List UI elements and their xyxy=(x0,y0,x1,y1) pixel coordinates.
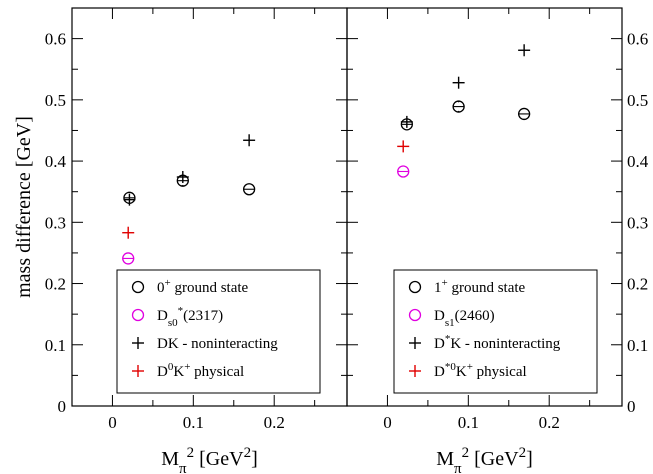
x-tick-label: 0.2 xyxy=(539,413,560,432)
legend-label-ground: 0+ ground state xyxy=(157,277,249,296)
panel-1: 0 0.1 0.2 0 0.1 0.2 0.3 0.4 0.5 0.6 Mπ2 [GeV2] mass… xyxy=(13,7,348,474)
x-axis-label: Mπ2 [GeV2] xyxy=(436,445,532,474)
x-tick-label: 0 xyxy=(383,413,392,432)
legend-marker-ground xyxy=(131,280,145,294)
y-tick-label: 0.1 xyxy=(45,336,66,355)
x-tick-label: 0 xyxy=(108,413,117,432)
y-tick-label: 0.3 xyxy=(45,213,66,232)
legend-marker-physical xyxy=(408,308,422,322)
y-tick-label: 0.6 xyxy=(45,30,66,49)
x-tick-label: 0.2 xyxy=(264,413,285,432)
y-tick-label: 0 xyxy=(58,397,67,416)
y-tick-label-right: 0.6 xyxy=(627,30,648,49)
y-tick-label: 0.2 xyxy=(45,275,66,294)
legend: 0+ ground state Ds0*(2317) DK - noninterac… xyxy=(116,269,321,394)
legend-marker-ground xyxy=(408,280,422,294)
plot-frame xyxy=(346,7,623,407)
y-tick-label-right: 0.5 xyxy=(627,91,648,110)
legend-label-ground: 1+ ground state xyxy=(434,277,526,296)
y-tick-label-right: 0.2 xyxy=(627,275,648,294)
legend: 1+ ground state Ds1(2460) D*K - noninterac… xyxy=(393,269,598,394)
legend-label-threshold: D*0K+ physical xyxy=(434,361,527,380)
y-tick-label: 0.5 xyxy=(45,91,66,110)
y-tick-label-right: 0.3 xyxy=(627,213,648,232)
panel-2: 0 0.1 0.2 0 0.1 0.2 0.3 0.4 0.5 0.6 Mπ2 [GeV2] 1+ g… xyxy=(346,7,649,474)
legend-marker-physical xyxy=(131,308,145,322)
legend-label-physical: Ds0*(2317) xyxy=(157,305,223,329)
y-axis-label: mass difference [GeV] xyxy=(13,116,35,298)
y-tick-label: 0.4 xyxy=(45,152,67,171)
x-tick-label: 0.1 xyxy=(183,413,204,432)
legend-box xyxy=(393,269,598,394)
x-axis-label: Mπ2 [GeV2] xyxy=(161,445,257,474)
legend-label-noninteracting: D*K - noninteracting xyxy=(434,333,561,352)
legend-label-noninteracting: DK - noninteracting xyxy=(157,336,278,352)
x-tick-label: 0.1 xyxy=(458,413,479,432)
y-tick-label-right: 0 xyxy=(627,397,636,416)
legend-label-physical: Ds1(2460) xyxy=(434,308,495,329)
legend-box xyxy=(116,269,321,394)
legend-label-threshold: D0K+ physical xyxy=(157,361,244,380)
y-tick-label-right: 0.4 xyxy=(627,152,649,171)
y-tick-label-right: 0.1 xyxy=(627,336,648,355)
